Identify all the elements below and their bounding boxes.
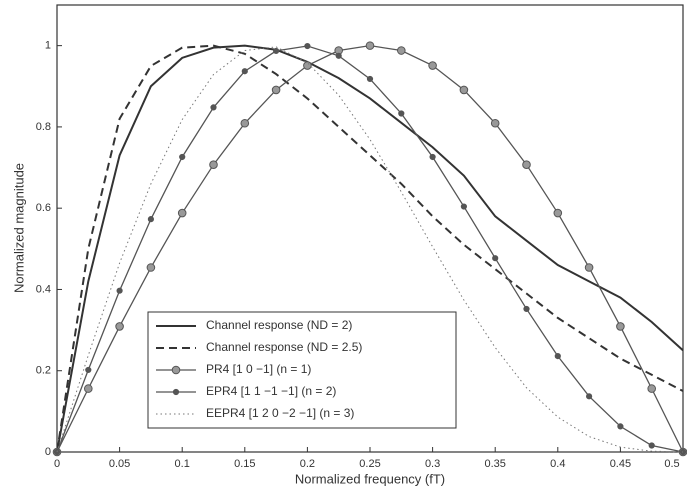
x-tick-label: 0.2 (300, 458, 315, 470)
x-tick-label: 0.35 (484, 458, 505, 470)
marker (648, 442, 655, 449)
x-tick-label: 0.3 (425, 458, 440, 470)
x-tick-label: 0.45 (610, 458, 631, 470)
x-tick-label: 0.05 (109, 458, 130, 470)
marker (647, 384, 657, 393)
x-tick-label: 0.15 (234, 458, 255, 470)
marker (304, 42, 311, 50)
marker (366, 75, 374, 83)
marker (335, 52, 342, 59)
y-tick-label: 0 (45, 446, 51, 458)
marker (554, 352, 561, 360)
marker (459, 85, 469, 95)
y-tick-label: 0.6 (36, 202, 51, 214)
marker (241, 68, 248, 75)
marker (147, 216, 154, 223)
marker (553, 208, 563, 218)
series-line (56, 44, 684, 453)
marker (146, 263, 156, 272)
marker (273, 47, 280, 55)
y-tick-label: 0.2 (36, 365, 51, 377)
marker (429, 153, 436, 161)
y-axis-label: Normalized magnitude (11, 163, 26, 293)
legend-text: Channel response (ND = 2.5) (206, 340, 362, 354)
marker (365, 41, 375, 50)
legend-box (147, 311, 457, 429)
marker (523, 305, 530, 313)
x-tick-label: 0.5 (664, 458, 679, 470)
marker (116, 287, 123, 294)
marker (490, 118, 500, 128)
marker (210, 104, 217, 111)
marker (586, 393, 593, 400)
marker (177, 208, 187, 218)
legend-text: Channel response (ND = 2) (206, 318, 352, 332)
marker (271, 85, 281, 95)
marker (522, 160, 531, 170)
x-axis-label: Normalized frequency (fT) (295, 471, 445, 486)
marker (85, 366, 92, 374)
marker (397, 46, 406, 55)
x-tick-label: 0.25 (359, 458, 380, 470)
marker (398, 110, 405, 117)
marker (172, 388, 180, 396)
marker (303, 61, 312, 70)
marker (240, 118, 250, 128)
marker (460, 203, 467, 210)
y-tick-label: 0.8 (36, 121, 51, 133)
marker (428, 61, 437, 70)
marker (584, 263, 594, 272)
marker (171, 365, 181, 375)
marker (209, 160, 218, 170)
x-tick-label: 0 (54, 458, 60, 470)
x-tick-label: 0.4 (550, 458, 565, 470)
marker (179, 153, 186, 161)
legend-text: EEPR4 [1 2 0 −2 −1] (n = 3) (206, 406, 354, 420)
marker (492, 255, 499, 262)
legend-text: PR4 [1 0 −1] (n = 1) (206, 362, 311, 376)
legend-text: EPR4 [1 1 −1 −1] (n = 2) (206, 384, 336, 398)
y-tick-label: 1 (45, 40, 51, 52)
series-line (56, 46, 684, 453)
x-tick-label: 0.1 (175, 458, 190, 470)
marker (115, 322, 124, 331)
y-tick-label: 0.4 (36, 283, 51, 295)
marker (84, 384, 93, 393)
marker (616, 322, 625, 331)
marker (617, 423, 624, 430)
